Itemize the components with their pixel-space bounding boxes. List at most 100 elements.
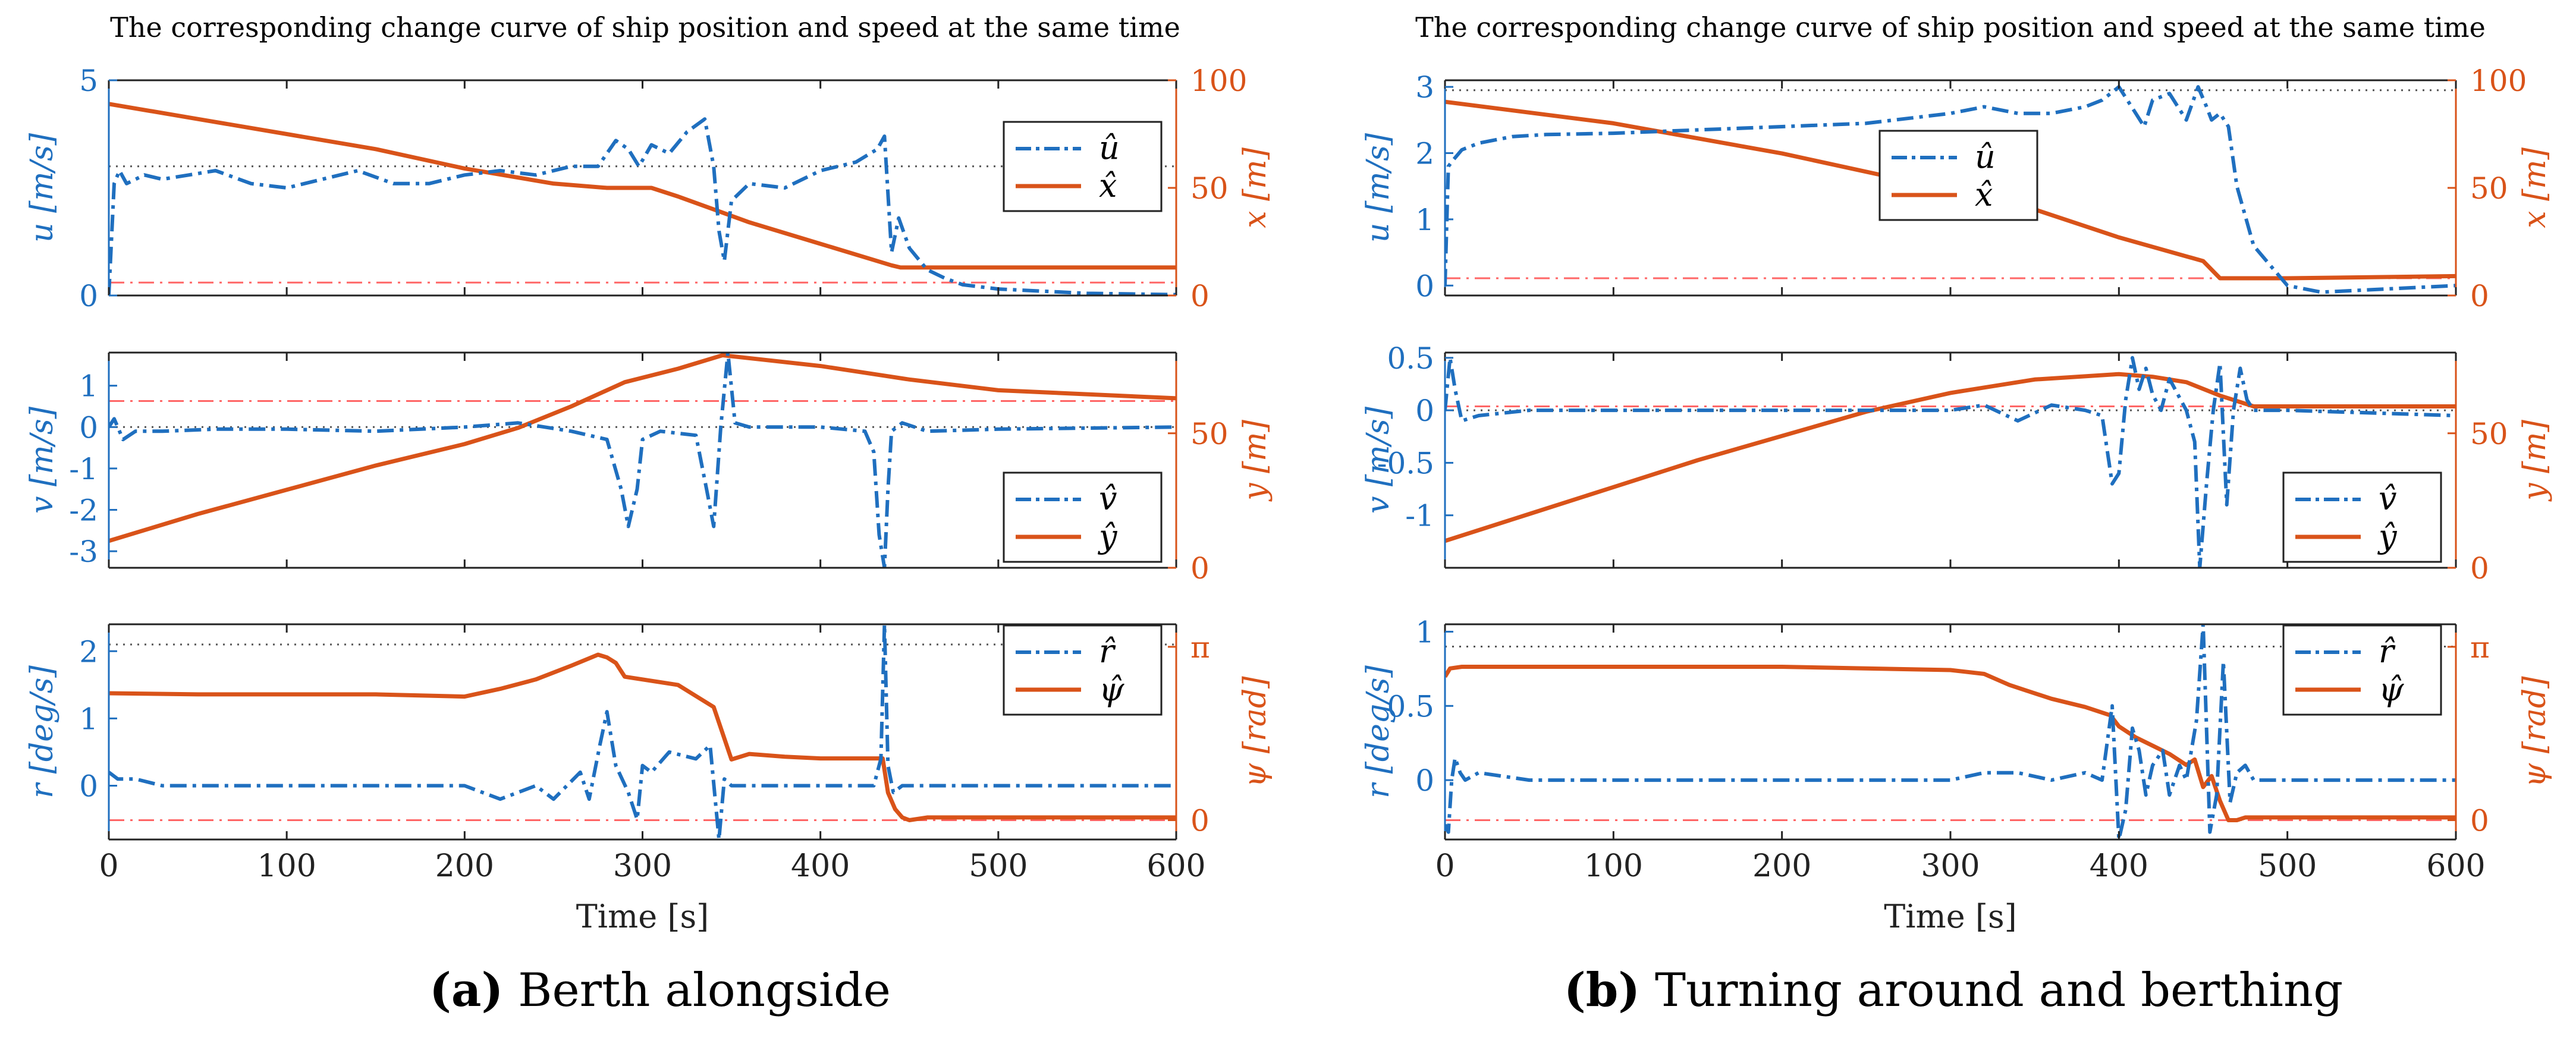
legend-box-f1-s1	[2282, 471, 2442, 563]
xtick-label-f0-s2-3: 300	[613, 848, 672, 884]
ylabel-left-f0-s0: u [m/s]	[24, 133, 60, 243]
xlabel-1: Time [s]	[1884, 898, 2016, 935]
series-left-f0-s0	[109, 117, 1176, 295]
ylabel-left-f1-s1: v [m/s]	[1361, 406, 1396, 514]
legend-label-left-f1-s1: v̂	[2379, 480, 2397, 517]
caption-b: (b) Turning around and berthing	[1537, 963, 2370, 1017]
legend-box-f0-s2	[1003, 624, 1163, 716]
ytick-left-label-f0-s1-4: 1	[79, 369, 98, 404]
xtick-label-f1-s2-2: 200	[1752, 848, 1811, 884]
series-right-f0-s0	[109, 102, 1176, 270]
ytick-right-label-f0-s1-0: 0	[1190, 551, 1210, 586]
legend-label-right-f0-s1: ŷ	[1098, 518, 1118, 555]
series-right-f0-s2	[109, 652, 1176, 822]
ytick-right-label-f1-s0-2: 100	[2470, 64, 2527, 98]
ytick-right-label-f1-s1-0: 0	[2470, 551, 2489, 586]
caption-b-letter: (b)	[1563, 963, 1641, 1017]
ytick-left-label-f1-s0-1: 1	[1415, 203, 1434, 237]
chart-title-0: The corresponding change curve of ship p…	[110, 11, 1180, 43]
ytick-left-label-f1-s1-3: 0.5	[1387, 341, 1434, 376]
xtick-label-f1-s2-5: 500	[2258, 848, 2317, 884]
caption-b-text: Turning around and berthing	[1640, 964, 2343, 1017]
ytick-left-label-f1-s2-1: 0.5	[1387, 689, 1434, 724]
ytick-left-label-f1-s1-2: 0	[1415, 394, 1434, 428]
ytick-right-label-f1-s0-0: 0	[2470, 279, 2489, 313]
ytick-left-label-f0-s0-1: 5	[79, 64, 98, 98]
xtick-label-f1-s2-4: 400	[2090, 848, 2148, 884]
xtick-label-f0-s2-4: 400	[791, 848, 850, 884]
legend-label-right-f1-s2: ψ̂	[2379, 671, 2404, 708]
ylabel-left-f0-s2: r [deg/s]	[24, 665, 60, 798]
xtick-label-f1-s2-6: 600	[2426, 848, 2485, 884]
legend-label-right-f1-s0: x̂	[1975, 176, 1993, 213]
series-left-f1-s0	[1445, 85, 2456, 294]
ylabel-right-f1-s0: x [m]	[2517, 147, 2553, 228]
legend-label-left-f1-s0: û	[1975, 138, 1996, 175]
ytick-right-label-f0-s0-2: 100	[1190, 64, 1247, 98]
ytick-left-label-f1-s2-2: 1	[1415, 615, 1434, 649]
ylabel-left-f1-s2: r [deg/s]	[1361, 665, 1396, 798]
legend-label-right-f1-s1: ŷ	[2377, 518, 2398, 555]
xtick-label-f1-s2-0: 0	[1435, 848, 1455, 884]
xtick-label-f1-s2-3: 300	[1921, 848, 1980, 884]
legend-box-f1-s2	[2282, 624, 2442, 716]
ytick-right-label-f0-s2-1: π	[1190, 630, 1210, 665]
ylabel-right-f0-s1: y [m]	[1237, 419, 1273, 502]
caption-a-letter: (a)	[429, 963, 504, 1017]
ytick-left-label-f0-s1-3: 0	[79, 410, 98, 445]
series-right-f0-s1	[109, 353, 1176, 543]
legend-label-left-f0-s1: v̂	[1099, 480, 1117, 517]
caption-a-text: Berth alongside	[503, 964, 891, 1017]
legend-label-left-f0-s2: r̂	[1099, 633, 1116, 670]
legend-box-f0-s0	[1003, 121, 1163, 212]
xtick-label-f1-s2-1: 100	[1584, 848, 1643, 884]
ytick-left-label-f0-s0-0: 0	[79, 279, 98, 313]
ytick-left-label-f1-s1-0: -1	[1405, 499, 1434, 533]
series-left-f0-s1	[109, 353, 1176, 568]
ytick-left-label-f1-s0-2: 2	[1415, 137, 1434, 171]
xlabel-0: Time [s]	[576, 898, 709, 935]
ytick-right-label-f0-s0-1: 50	[1190, 171, 1229, 206]
ytick-left-label-f0-s1-0: -3	[69, 534, 98, 569]
xtick-label-f0-s2-1: 100	[257, 848, 316, 884]
ylabel-right-f1-s1: y [m]	[2517, 419, 2553, 502]
legend-box-f0-s1	[1003, 471, 1163, 563]
legend-label-left-f0-s0: û	[1099, 129, 1120, 166]
xtick-label-f0-s2-6: 600	[1146, 848, 1205, 884]
chart-title-1: The corresponding change curve of ship p…	[1415, 11, 2486, 43]
ylabel-right-f1-s2: ψ [rad]	[2517, 676, 2553, 788]
legend-label-left-f1-s2: r̂	[2379, 633, 2396, 670]
ytick-right-label-f0-s1-1: 50	[1190, 417, 1229, 451]
ytick-left-label-f1-s0-3: 3	[1415, 70, 1434, 105]
ytick-left-label-f0-s2-0: 0	[79, 769, 98, 804]
ytick-right-label-f0-s0-0: 0	[1190, 279, 1210, 313]
ytick-right-label-f1-s2-0: 0	[2470, 804, 2489, 838]
ylabel-right-f0-s2: ψ [rad]	[1237, 676, 1273, 788]
ylabel-right-f0-s0: x [m]	[1237, 147, 1273, 228]
ytick-left-label-f1-s0-0: 0	[1415, 269, 1434, 303]
legend-box-f1-s0	[1878, 130, 2038, 221]
xtick-label-f0-s2-5: 500	[969, 848, 1028, 884]
xtick-label-f0-s2-2: 200	[435, 848, 494, 884]
ytick-left-label-f0-s2-2: 2	[79, 634, 98, 669]
ytick-right-label-f1-s1-1: 50	[2470, 417, 2508, 451]
ylabel-left-f1-s0: u [m/s]	[1361, 133, 1396, 243]
ytick-left-label-f0-s1-2: -1	[69, 452, 98, 486]
xtick-label-f0-s2-0: 0	[99, 848, 118, 884]
series-left-f0-s2	[109, 624, 1176, 840]
ytick-right-label-f1-s0-1: 50	[2470, 171, 2508, 206]
ytick-left-label-f0-s2-1: 1	[79, 702, 98, 736]
series-right-f1-s2	[1445, 665, 2456, 822]
series-right-f1-s1	[1445, 372, 2456, 543]
ytick-right-label-f0-s2-0: 0	[1190, 804, 1210, 838]
ytick-right-label-f1-s2-1: π	[2470, 630, 2490, 665]
ytick-left-label-f1-s2-0: 0	[1415, 763, 1434, 798]
ylabel-left-f0-s1: v [m/s]	[24, 406, 60, 514]
legend-label-right-f0-s2: ψ̂	[1099, 671, 1124, 708]
ytick-left-label-f0-s1-1: -2	[69, 493, 98, 528]
legend-label-right-f0-s0: x̂	[1099, 167, 1117, 205]
caption-a: (a) Berth alongside	[244, 963, 1076, 1017]
series-left-f1-s2	[1445, 624, 2456, 840]
ytick-left-label-f1-s1-1: -0.5	[1377, 446, 1434, 480]
